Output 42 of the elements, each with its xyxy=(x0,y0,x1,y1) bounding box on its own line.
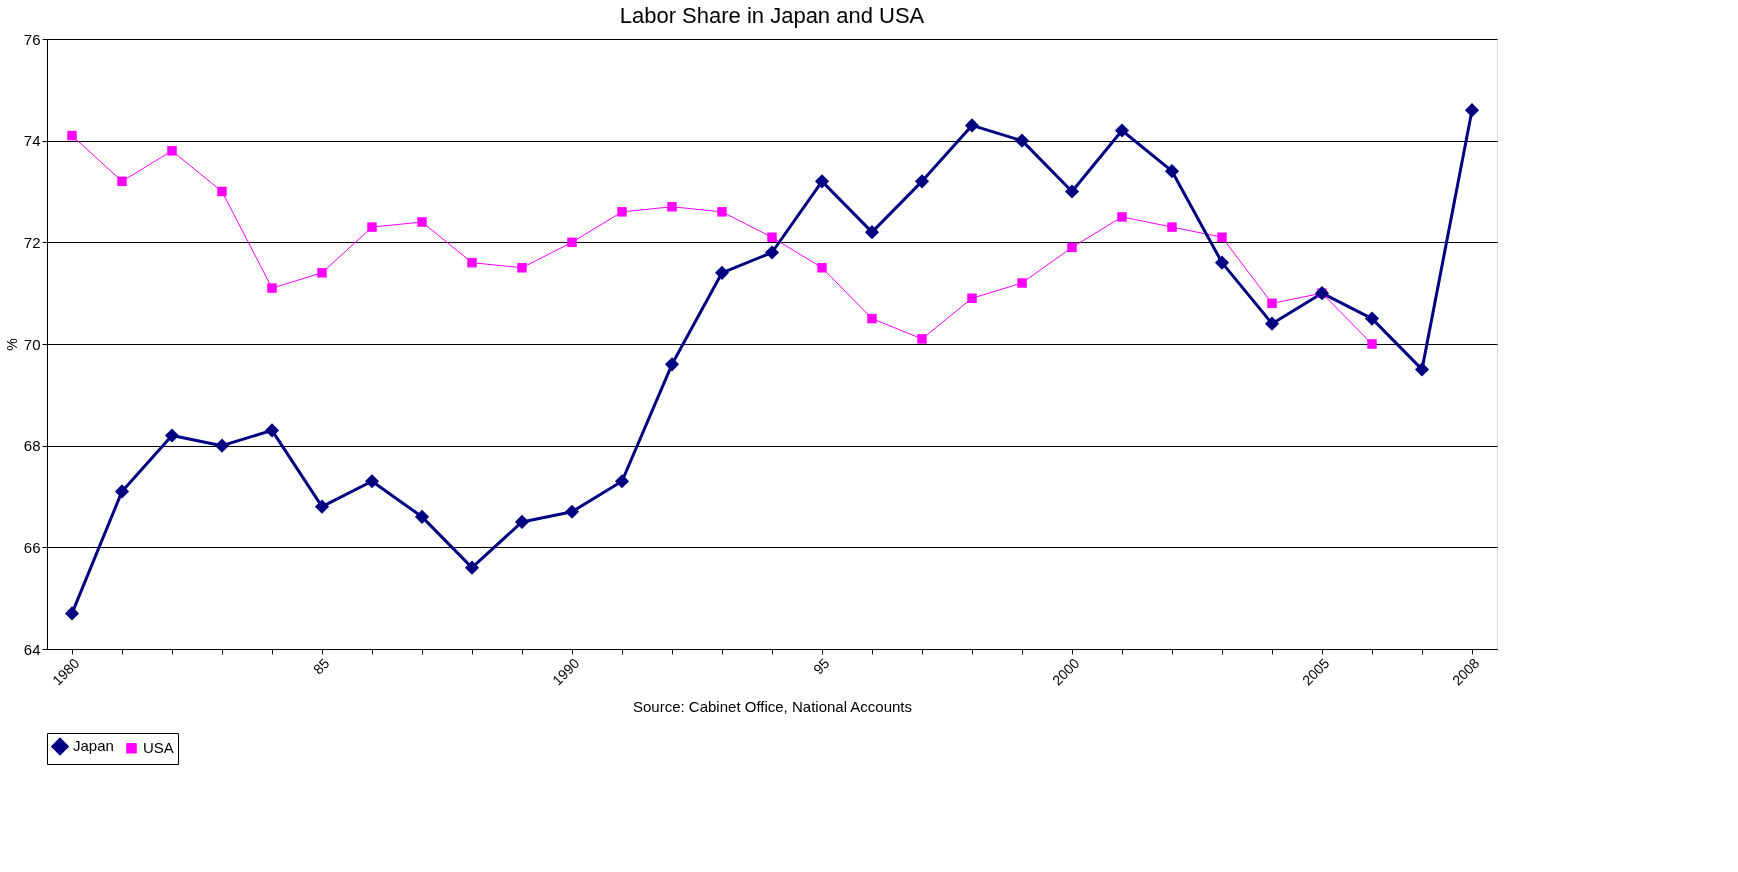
point xyxy=(1064,184,1080,199)
point xyxy=(564,504,580,519)
x-tick-label: 95 xyxy=(810,654,833,678)
point xyxy=(364,474,380,489)
point xyxy=(764,245,780,260)
point xyxy=(414,509,430,524)
point xyxy=(514,514,530,529)
point xyxy=(964,118,980,133)
point xyxy=(664,357,680,372)
y-tick-label: 74 xyxy=(23,132,41,150)
point xyxy=(114,484,130,499)
y-tick-label: 72 xyxy=(23,233,41,251)
point xyxy=(64,606,80,621)
legend-label: Japan xyxy=(73,737,114,755)
point xyxy=(1114,123,1130,138)
y-tick-label: 68 xyxy=(23,437,41,455)
y-tick-label: 76 xyxy=(23,30,41,48)
y-tick-label: 64 xyxy=(23,640,41,658)
point xyxy=(1214,255,1230,270)
point xyxy=(614,474,630,489)
x-tick-label: 85 xyxy=(310,654,333,678)
y-tick-label: 66 xyxy=(23,538,41,556)
chart-title: Labor Share in Japan and USA xyxy=(619,3,925,28)
point xyxy=(1164,164,1180,179)
point xyxy=(814,174,830,189)
point xyxy=(314,499,330,514)
point xyxy=(1464,103,1480,118)
point xyxy=(264,423,280,438)
point xyxy=(1364,311,1380,326)
point xyxy=(864,225,880,240)
point xyxy=(1014,133,1030,148)
source-note: Source: Cabinet Office, National Accounts xyxy=(632,698,913,716)
y-tick-label: 70 xyxy=(23,335,41,353)
point xyxy=(1264,316,1280,331)
legend-label: USA xyxy=(143,739,174,757)
point xyxy=(464,560,480,575)
y-axis-title: % xyxy=(3,338,20,351)
point xyxy=(1414,362,1430,377)
point xyxy=(164,428,180,443)
point xyxy=(714,265,730,280)
point xyxy=(214,438,230,453)
point xyxy=(914,174,930,189)
